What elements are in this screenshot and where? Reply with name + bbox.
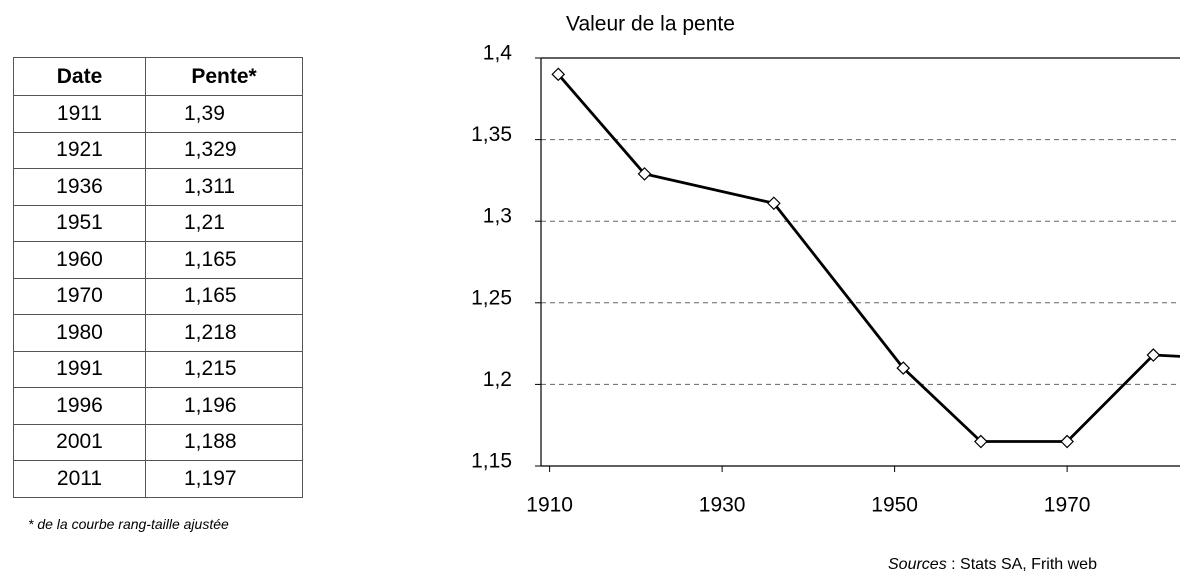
table-row: 1921 1,329 [13,131,303,169]
table-cell: 1,329 [145,131,303,169]
source-label: Sources [888,556,947,571]
table-row: 1936 1,311 [13,168,303,206]
point-marker [551,67,566,82]
data-table: Date Pente* 1911 1,39 1921 1,329 1936 1,311 19… [13,57,303,498]
header-cell: Pente* [145,57,303,96]
x-tick-label: 1950 [871,494,918,517]
table-cell: 1,165 [145,277,303,315]
x-tick-label: 1930 [699,494,746,517]
source-text: : Stats SA, Frith web [947,556,1097,571]
y-tick-label: 1,35 [471,123,512,146]
table-row: 1960 1,165 [13,241,303,279]
x-tick-label: 1910 [526,494,573,517]
chart-title: Valeur de la pente [566,13,735,36]
footnote: * de la courbe rang-taille ajustée [28,516,229,532]
table-cell: 1936 [13,168,146,206]
table-cell: 1980 [13,314,146,352]
table-row: 1951 1,21 [13,204,303,242]
table-row: 1991 1,215 [13,350,303,388]
y-tick-label: 1,15 [471,450,512,473]
source: Sources : Stats SA, Frith web [888,556,1097,571]
point-marker [1060,434,1074,449]
table-cell: 1,197 [145,460,303,498]
y-tick-label: 1,4 [483,42,513,65]
y-tick-label: 1,3 [483,205,512,228]
series-line [557,73,1180,443]
table-cell: 1970 [13,277,146,315]
y-tick-label: 1,2 [483,368,512,391]
table-row: 1996 1,196 [13,387,303,425]
table-cell: 1991 [13,350,146,388]
point-marker [637,167,652,181]
point-marker [767,196,781,211]
table-cell: 1,196 [145,387,303,425]
table-row: 1970 1,165 [13,277,303,315]
table-cell: 1,165 [145,241,303,279]
header-cell: Date [13,57,146,96]
y-tick-label: 1,25 [471,286,512,309]
point-marker [974,434,988,449]
table-cell: 1,311 [145,168,303,206]
table-row: 2011 1,197 [13,460,303,498]
table-row: 1980 1,218 [13,314,303,352]
point-marker [896,361,911,375]
table-cell: 2001 [13,423,146,461]
point-marker [1146,348,1161,362]
table-cell: 1,218 [145,314,303,352]
table-row: 1911 1,39 [13,95,303,133]
table-cell: 1960 [13,241,146,279]
table-cell: 1,39 [145,95,303,133]
table-row: 2001 1,188 [13,423,303,461]
table-cell: 1,21 [145,204,303,242]
table-cell: 1951 [13,204,146,242]
x-tick-label: 1970 [1044,494,1091,517]
